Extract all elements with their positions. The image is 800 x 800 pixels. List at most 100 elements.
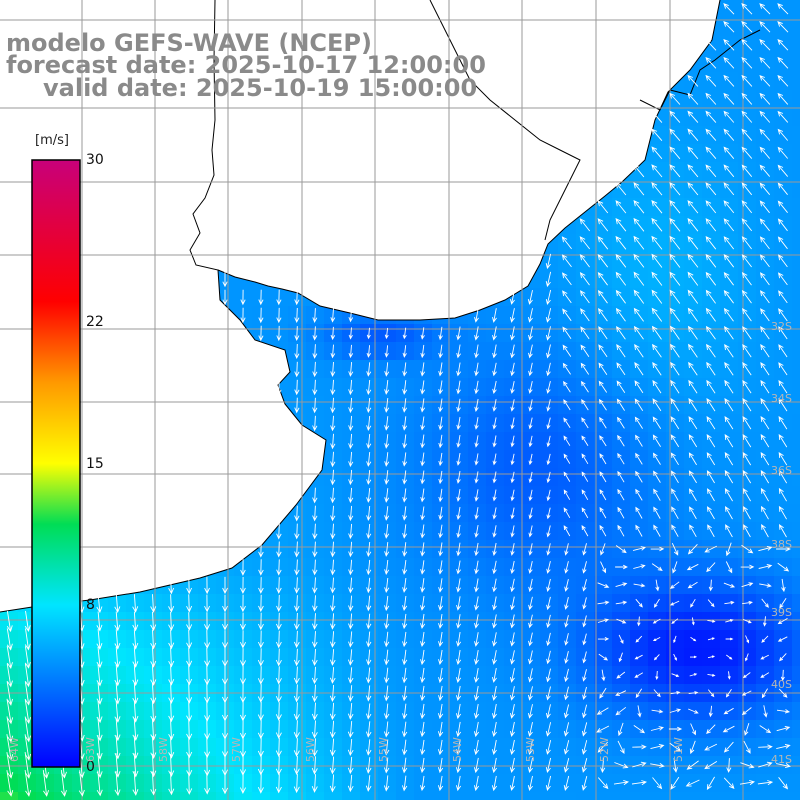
wind-arrow bbox=[723, 218, 735, 232]
wind-arrow bbox=[473, 757, 480, 774]
wind-arrow bbox=[455, 703, 462, 720]
wind-arrow bbox=[564, 596, 569, 610]
wind-arrow bbox=[724, 398, 734, 412]
wind-arrow bbox=[615, 706, 627, 716]
border-river bbox=[429, 0, 581, 241]
wind-arrow bbox=[582, 669, 587, 682]
wind-arrow bbox=[581, 507, 589, 519]
wind-arrow bbox=[329, 667, 336, 684]
wind-arrow bbox=[615, 200, 627, 214]
wind-arrow bbox=[330, 344, 336, 359]
wind-arrow bbox=[401, 739, 408, 756]
wind-arrow bbox=[705, 128, 717, 141]
wind-arrow bbox=[347, 756, 354, 775]
field-cell bbox=[252, 792, 271, 800]
wind-arrow bbox=[348, 308, 354, 323]
wind-arrow bbox=[546, 632, 551, 647]
wind-arrow bbox=[689, 740, 696, 755]
wind-arrow bbox=[563, 453, 571, 464]
wind-arrow bbox=[293, 630, 300, 649]
wind-arrow bbox=[597, 253, 609, 268]
wind-arrow bbox=[311, 720, 318, 739]
wind-arrow bbox=[509, 308, 515, 323]
wind-arrow bbox=[670, 379, 680, 394]
wind-arrow bbox=[276, 594, 282, 613]
wind-arrow bbox=[150, 594, 157, 613]
wind-arrow bbox=[690, 636, 697, 642]
wind-arrow bbox=[762, 616, 767, 627]
wind-arrow bbox=[741, 254, 752, 268]
wind-arrow bbox=[633, 289, 645, 304]
wind-arrow bbox=[528, 543, 533, 556]
wind-arrow bbox=[582, 561, 587, 574]
wind-arrow bbox=[474, 507, 479, 520]
wind-arrow bbox=[778, 452, 788, 466]
wind-arrow bbox=[706, 452, 716, 466]
wind-arrow bbox=[402, 345, 407, 358]
field-cell bbox=[792, 288, 800, 307]
wind-arrow bbox=[650, 726, 664, 731]
field-cell bbox=[144, 792, 163, 800]
wind-arrow bbox=[617, 524, 625, 537]
wind-arrow bbox=[741, 146, 753, 159]
wind-arrow bbox=[366, 488, 372, 503]
wind-arrow bbox=[168, 736, 175, 759]
wind-arrow bbox=[741, 164, 753, 177]
wind-arrow bbox=[492, 596, 497, 611]
wind-arrow bbox=[527, 739, 533, 756]
wind-arrow bbox=[741, 582, 754, 588]
wind-arrow bbox=[705, 218, 717, 232]
wind-arrow bbox=[777, 254, 788, 268]
wind-arrow bbox=[564, 615, 569, 628]
wind-arrow bbox=[420, 739, 426, 756]
wind-arrow bbox=[723, 289, 734, 304]
wind-arrow bbox=[633, 182, 645, 196]
field-cell bbox=[792, 702, 800, 721]
wind-arrow bbox=[384, 470, 390, 485]
wind-arrow bbox=[600, 757, 606, 774]
wind-arrow bbox=[778, 434, 788, 448]
field-cell bbox=[792, 216, 800, 235]
wind-arrow bbox=[707, 637, 716, 641]
wind-arrow bbox=[114, 611, 121, 632]
wind-arrow bbox=[329, 649, 336, 666]
wind-arrow bbox=[438, 614, 444, 629]
wind-arrow bbox=[563, 399, 571, 411]
wind-arrow bbox=[528, 525, 533, 538]
wind-arrow bbox=[742, 326, 752, 340]
wind-arrow bbox=[420, 416, 425, 431]
wind-arrow bbox=[687, 581, 698, 589]
wind-arrow bbox=[706, 361, 716, 376]
wind-arrow bbox=[687, 289, 699, 304]
wind-arrow bbox=[456, 489, 461, 502]
wind-arrow bbox=[655, 670, 659, 681]
wind-arrow bbox=[634, 362, 644, 376]
wind-arrow bbox=[474, 525, 479, 538]
wind-arrow bbox=[402, 703, 408, 720]
wind-arrow bbox=[706, 488, 715, 502]
wind-arrow bbox=[348, 487, 354, 504]
wind-arrow bbox=[546, 362, 551, 377]
wind-arrow bbox=[546, 344, 551, 359]
wind-arrow bbox=[742, 488, 751, 502]
wind-arrow bbox=[114, 770, 121, 797]
wind-arrow bbox=[384, 488, 390, 503]
wind-arrow bbox=[510, 471, 515, 484]
wind-arrow bbox=[707, 673, 716, 677]
wind-arrow bbox=[778, 308, 788, 322]
wind-arrow bbox=[366, 631, 372, 648]
field-cell bbox=[792, 486, 800, 505]
field-cell bbox=[756, 792, 775, 800]
wind-arrow bbox=[275, 773, 282, 794]
wind-arrow bbox=[707, 599, 715, 608]
wind-arrow bbox=[741, 308, 752, 322]
wind-arrow bbox=[688, 416, 698, 430]
wind-arrow bbox=[437, 703, 444, 720]
field-cell bbox=[792, 198, 800, 217]
wind-arrow bbox=[670, 416, 680, 430]
wind-arrow bbox=[761, 523, 769, 538]
wind-arrow bbox=[581, 471, 589, 482]
wind-arrow bbox=[652, 452, 661, 465]
wind-arrow bbox=[634, 343, 644, 358]
wind-arrow bbox=[742, 416, 752, 430]
